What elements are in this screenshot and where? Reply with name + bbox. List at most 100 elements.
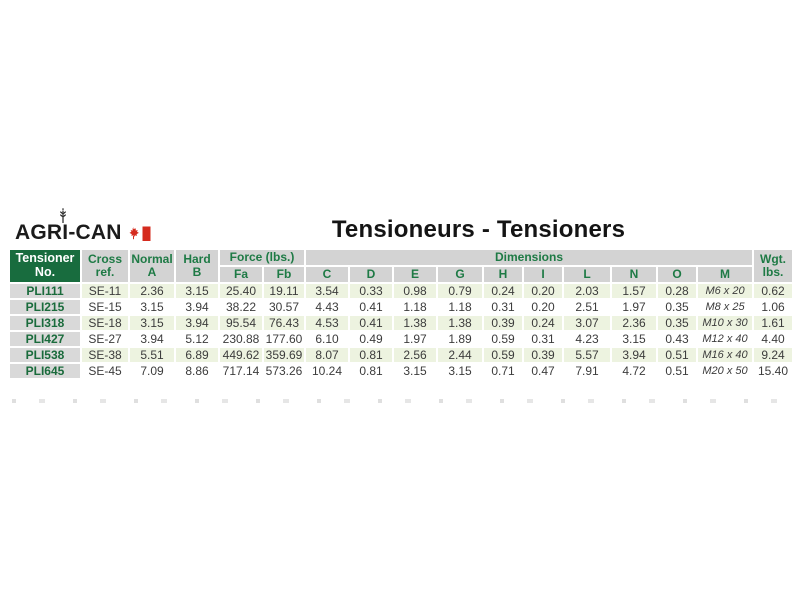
table-cell: 1.06	[752, 298, 795, 316]
table-cell: 359.69	[262, 346, 306, 364]
table-cell: 0.20	[522, 298, 564, 316]
table-cell: 3.94	[174, 314, 220, 332]
table-cell: 449.62	[218, 346, 264, 364]
tensioner-no-cell: PLI318	[8, 314, 82, 332]
table-cell: 3.94	[174, 298, 220, 316]
table-cell: 1.38	[436, 314, 484, 332]
header-line: A	[147, 265, 157, 279]
table-cell: 10.24	[304, 362, 350, 380]
tensioner-no-cell: PLI645	[8, 362, 82, 380]
table-cell: 0.71	[482, 362, 524, 380]
column-header-i: I	[522, 265, 564, 284]
header-row-1: Tensioner No. Cross ref. Normal A Hard B For…	[8, 248, 795, 284]
table-cell: 4.40	[752, 330, 795, 348]
logo-text-part: -CAN	[68, 221, 122, 244]
header-line: B	[192, 265, 202, 279]
table-cell: 1.57	[610, 282, 658, 300]
table-cell: SE-15	[80, 298, 130, 316]
table-cell: 9.24	[752, 346, 795, 364]
table-cell: 3.15	[128, 314, 176, 332]
table-cell: M6 x 20	[695, 282, 755, 300]
table-header: Tensioner No. Cross ref. Normal A Hard B For…	[8, 248, 795, 284]
table-cell: 2.44	[436, 346, 484, 364]
column-header-c: C	[304, 265, 350, 284]
table-cell: 0.79	[436, 282, 484, 300]
table-cell: 3.54	[304, 282, 350, 300]
table-cell: 0.31	[482, 298, 524, 316]
table-cell: 76.43	[262, 314, 306, 332]
table-body: PLI111 SE-11 2.36 3.15 25.40 19.11 3.54 0.33 0.9…	[8, 282, 795, 380]
header-line: Normal	[131, 251, 173, 266]
column-header-o: O	[656, 265, 698, 284]
tensioner-no-cell: PLI215	[8, 298, 82, 316]
table-cell: 3.15	[174, 282, 220, 300]
tensioner-no-cell: PLI111	[8, 282, 82, 300]
table-cell: 8.07	[304, 346, 350, 364]
table-cell: 1.18	[436, 298, 484, 316]
table-row: PLI111 SE-11 2.36 3.15 25.40 19.11 3.54 0.33 0.9…	[8, 282, 795, 300]
table-cell: SE-45	[80, 362, 130, 380]
table-cell: 0.51	[656, 346, 698, 364]
table-cell: 7.09	[128, 362, 176, 380]
table-cell: 0.41	[348, 314, 394, 332]
column-header-fa: Fa	[218, 265, 264, 284]
table-row: PLI318 SE-18 3.15 3.94 95.54 76.43 4.53 0.41 1.3…	[8, 314, 795, 332]
column-header-n: N	[610, 265, 658, 284]
table-cell: 5.57	[562, 346, 612, 364]
table-cell: 0.20	[522, 282, 564, 300]
table-row: PLI538 SE-38 5.51 6.89 449.62 359.69 8.07 0.81 2…	[8, 346, 795, 364]
table-cell: 0.33	[348, 282, 394, 300]
tensioner-spec-table: Tensioner No. Cross ref. Normal A Hard B For…	[8, 248, 795, 380]
column-header-fb: Fb	[262, 265, 306, 284]
table-cell: 0.41	[348, 298, 394, 316]
table-cell: SE-27	[80, 330, 130, 348]
table-cell: 230.88	[218, 330, 264, 348]
table-cell: 4.53	[304, 314, 350, 332]
header-line: ref.	[95, 265, 115, 279]
table-cell: 8.86	[174, 362, 220, 380]
column-header-m: M	[695, 265, 755, 284]
table-cell: M16 x 40	[695, 346, 755, 364]
table-cell: 4.43	[304, 298, 350, 316]
table-cell: 95.54	[218, 314, 264, 332]
table-cell: 30.57	[262, 298, 306, 316]
table-cell: SE-18	[80, 314, 130, 332]
table-cell: 0.43	[656, 330, 698, 348]
header-line: No.	[34, 265, 56, 279]
table-cell: 0.39	[522, 346, 564, 364]
tensioner-no-cell: PLI538	[8, 346, 82, 364]
table-cell: 0.59	[482, 346, 524, 364]
table-cell: 2.51	[562, 298, 612, 316]
table-cell: 0.59	[482, 330, 524, 348]
header-row-2: Fa Fb C D E G H I L N O M	[9, 265, 793, 284]
column-group-force: Force (lbs.)	[218, 248, 306, 267]
table-cell: M20 x 50	[695, 362, 755, 380]
table-cell: 0.24	[522, 314, 564, 332]
table-cell: 38.22	[218, 298, 264, 316]
table-cell: 5.51	[128, 346, 176, 364]
page-content: AGR I -CAN Tensioneurs - Tensioners	[8, 197, 795, 380]
table-cell: 717.14	[218, 362, 264, 380]
table-cell: 177.60	[262, 330, 306, 348]
column-header-e: E	[392, 265, 438, 284]
header-line: Cross	[87, 251, 122, 266]
header-line: Wgt.	[760, 251, 787, 266]
table-cell: 15.40	[752, 362, 795, 380]
table-row: PLI215 SE-15 3.15 3.94 38.22 30.57 4.43 0.41 1.1…	[8, 298, 795, 316]
table-cell: M12 x 40	[695, 330, 755, 348]
tensioner-no-cell: PLI427	[8, 330, 82, 348]
table-cell: 6.89	[174, 346, 220, 364]
table-cell: 0.31	[522, 330, 564, 348]
page-title: Tensioneurs - Tensioners	[331, 216, 626, 243]
table-cell: 3.94	[610, 346, 658, 364]
table-cell: 2.03	[562, 282, 612, 300]
table-cell: 0.49	[348, 330, 394, 348]
table-cell: 0.51	[656, 362, 698, 380]
canada-flag-icon	[126, 226, 151, 242]
table-cell: 1.61	[752, 314, 795, 332]
logo-text-part: AGR	[15, 221, 63, 244]
column-header-weight: Wgt. lbs.	[752, 248, 795, 284]
table-cell: 7.91	[562, 362, 612, 380]
column-header-g: G	[436, 265, 484, 284]
